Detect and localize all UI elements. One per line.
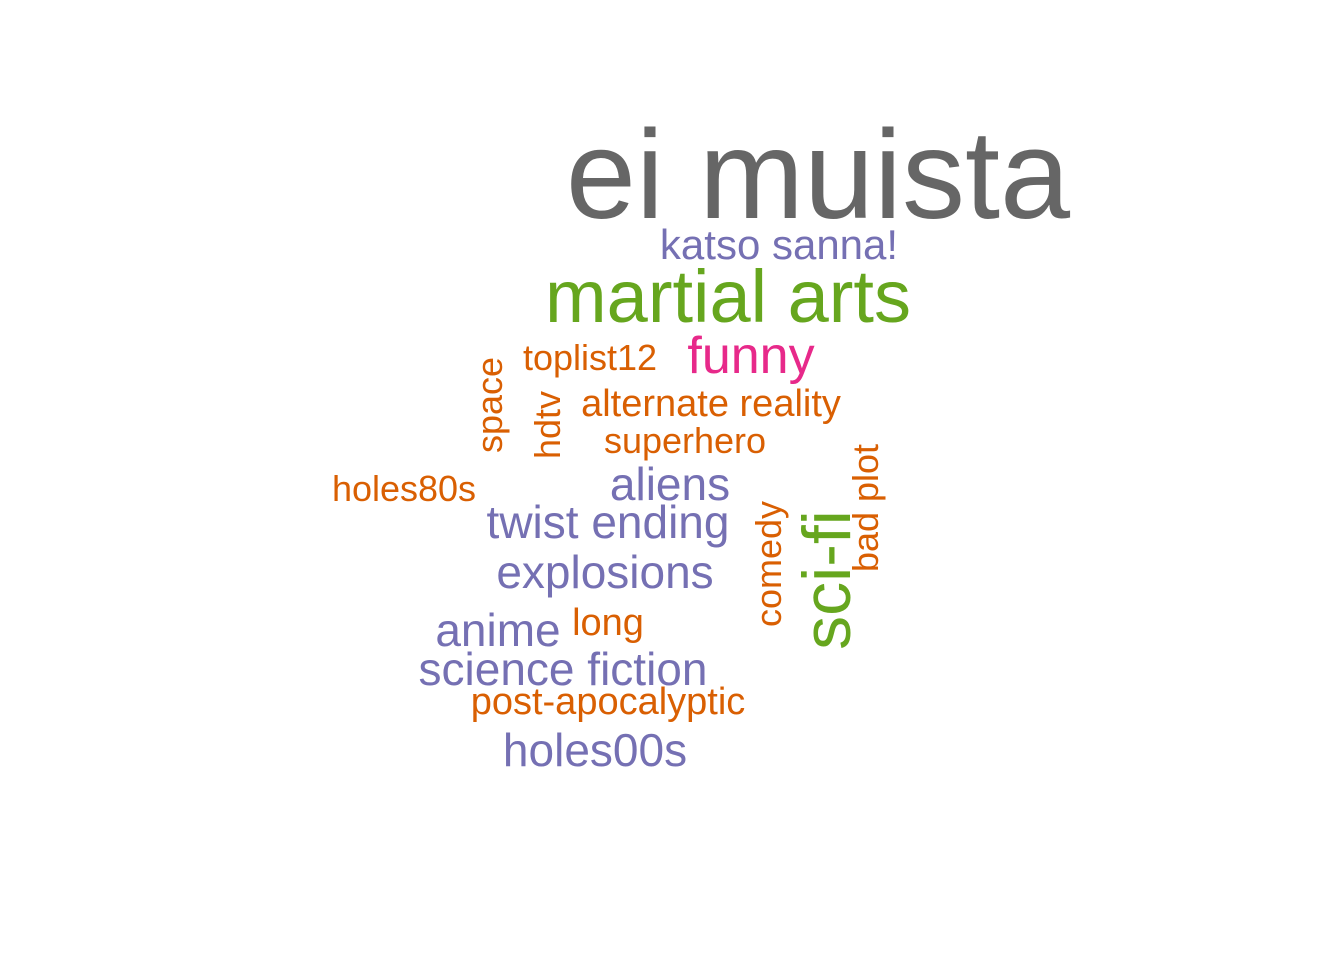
word-superhero: superhero: [603, 420, 767, 461]
word-holes00s: holes00s: [502, 724, 688, 776]
word-post-apocalyptic: post-apocalyptic: [470, 681, 746, 723]
word-katso-sanna: katso sanna!: [659, 221, 899, 268]
word-holes80s: holes80s: [331, 468, 477, 509]
word-twist-ending: twist ending: [486, 496, 730, 548]
word-explosions: explosions: [496, 546, 714, 598]
word-alternate-reality: alternate reality: [581, 383, 841, 425]
word-comedy: comedy: [748, 500, 789, 628]
word-space: space: [469, 356, 510, 454]
word-anime: anime: [435, 604, 561, 656]
word-hdtv: hdtv: [527, 390, 568, 460]
word-aliens: aliens: [609, 458, 731, 510]
word-long: long: [572, 602, 644, 644]
word-science-fiction: science fiction: [418, 643, 708, 695]
word-ei-muista: ei muista: [565, 104, 1071, 245]
word-martial-arts: martial arts: [545, 255, 911, 338]
word-funny: funny: [687, 327, 815, 385]
word-toplist12: toplist12: [522, 337, 658, 378]
word-sci-fi: sci-fi: [789, 510, 865, 650]
